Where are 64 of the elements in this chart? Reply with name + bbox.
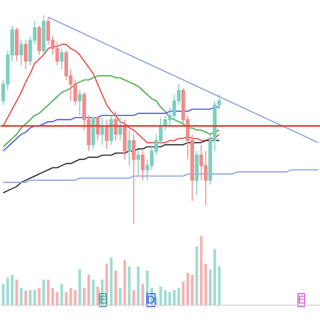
- bar: [15, 280, 18, 306]
- bar: [46, 280, 50, 306]
- bar: [10, 274, 14, 306]
- bar: [118, 288, 122, 306]
- candlestick: [127, 130, 132, 166]
- annotation: D: [146, 294, 156, 307]
- bar: [42, 280, 46, 306]
- bar: [136, 266, 140, 306]
- bar: [182, 282, 185, 306]
- bar: [204, 264, 208, 306]
- candlestick: [55, 42, 60, 66]
- candlestick: [73, 79, 78, 106]
- bar: [213, 249, 216, 306]
- bar: [78, 269, 82, 306]
- candlestick: [204, 150, 208, 206]
- bar: [92, 280, 95, 306]
- bar: [64, 292, 68, 306]
- text: E: [298, 294, 305, 307]
- candlestick: [60, 48, 64, 70]
- bar: [24, 290, 28, 306]
- bar: [69, 288, 72, 306]
- bar: [60, 284, 64, 306]
- bar: [177, 288, 180, 306]
- bar: [186, 272, 190, 306]
- bar: [172, 290, 176, 306]
- bar: [6, 278, 10, 306]
- bar: [190, 274, 194, 306]
- bar: [33, 290, 36, 306]
- bar: [218, 266, 221, 306]
- bar: [128, 266, 131, 306]
- bar: [168, 292, 172, 306]
- bar: [114, 270, 118, 306]
- bar: [82, 288, 86, 306]
- bar: [96, 286, 100, 306]
- bar: [110, 257, 113, 306]
- bar: [51, 288, 54, 306]
- bar: [56, 292, 59, 306]
- candlestick: [19, 40, 24, 66]
- bar: [141, 284, 144, 306]
- bar: [74, 290, 77, 306]
- annotation: E: [100, 294, 107, 307]
- bar: [132, 290, 136, 306]
- bar: [20, 288, 23, 306]
- bar: [38, 288, 41, 306]
- bar: [195, 246, 198, 306]
- bar: [2, 284, 5, 306]
- candlestick: [136, 150, 140, 177]
- candlestick: [37, 25, 42, 56]
- bar: [200, 236, 203, 306]
- bar: [208, 269, 212, 306]
- bar: [159, 286, 162, 306]
- bar: [123, 260, 126, 306]
- candlestick: [132, 134, 136, 225]
- candlestick: [140, 150, 145, 181]
- bar: [87, 274, 90, 306]
- candlestick: [150, 144, 154, 170]
- candlestick: [199, 144, 204, 181]
- bar: [28, 290, 32, 306]
- bar: [164, 290, 167, 306]
- candlestick: [64, 50, 68, 80]
- candlestick: [78, 90, 82, 116]
- candlestick: [172, 94, 176, 120]
- candlestick: [24, 40, 28, 70]
- candlestick: [46, 16, 50, 45]
